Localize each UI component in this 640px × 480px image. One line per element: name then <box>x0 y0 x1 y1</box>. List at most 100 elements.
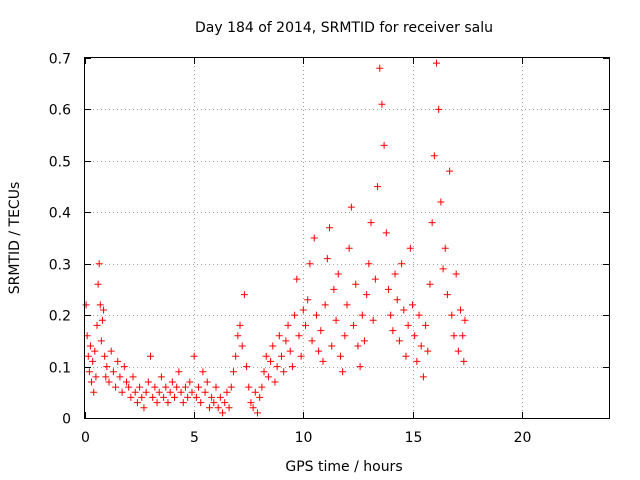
data-point <box>286 347 294 355</box>
chart-title: Day 184 of 2014, SRMTID for receiver sal… <box>195 20 493 36</box>
data-point <box>330 285 338 293</box>
data-point <box>460 357 468 365</box>
data-point <box>288 363 296 371</box>
data-point <box>273 363 281 371</box>
data-point <box>112 383 120 391</box>
data-point <box>179 399 187 407</box>
data-point <box>360 337 368 345</box>
data-point <box>192 393 200 401</box>
data-point <box>227 383 235 391</box>
data-point <box>101 352 109 360</box>
data-point <box>350 321 358 329</box>
data-point <box>97 337 105 345</box>
data-point <box>225 404 233 412</box>
data-point <box>245 383 253 391</box>
data-point <box>323 255 331 263</box>
data-point <box>149 393 157 401</box>
data-point <box>177 388 185 396</box>
data-point <box>452 270 460 278</box>
data-point <box>249 404 257 412</box>
data-point <box>260 368 268 376</box>
data-point <box>103 363 111 371</box>
data-point <box>82 301 90 309</box>
data-point <box>435 105 443 113</box>
data-point <box>186 378 194 386</box>
data-point <box>433 59 441 67</box>
data-point <box>155 388 163 396</box>
y-tick-label: 0.5 <box>49 155 71 171</box>
data-point <box>144 378 152 386</box>
data-point <box>291 311 299 319</box>
data-point <box>264 373 272 381</box>
data-point <box>457 306 465 314</box>
data-point <box>173 383 181 391</box>
data-point <box>443 291 451 299</box>
data-point <box>109 368 117 376</box>
data-point <box>210 399 218 407</box>
data-point <box>136 383 144 391</box>
data-point <box>93 321 101 329</box>
y-axis-label: SRMTID / TECUs <box>7 182 23 295</box>
data-point <box>168 378 176 386</box>
data-point <box>181 383 189 391</box>
data-point <box>441 244 449 252</box>
data-point <box>118 388 126 396</box>
data-point <box>411 332 419 340</box>
data-point <box>271 378 279 386</box>
data-point <box>157 373 165 381</box>
data-point <box>262 352 270 360</box>
data-point <box>258 383 266 391</box>
data-point <box>208 393 216 401</box>
data-point <box>382 229 390 237</box>
data-point <box>343 301 351 309</box>
data-point <box>221 399 229 407</box>
data-point <box>398 260 406 268</box>
data-point <box>160 393 168 401</box>
y-tick-label: 0.6 <box>49 103 71 119</box>
grid-lines <box>85 58 609 418</box>
data-point <box>315 347 323 355</box>
data-point <box>166 388 174 396</box>
data-point <box>454 347 462 355</box>
data-point <box>85 368 93 376</box>
data-point <box>328 342 336 350</box>
data-point <box>201 388 209 396</box>
data-point <box>461 316 469 324</box>
data-point <box>376 64 384 72</box>
data-points <box>82 59 469 417</box>
data-point <box>306 260 314 268</box>
data-point <box>212 383 220 391</box>
y-tick-label: 0.3 <box>49 258 71 274</box>
data-point <box>374 183 382 191</box>
data-point <box>345 244 353 252</box>
data-point <box>321 301 329 309</box>
data-point <box>354 342 362 350</box>
data-point <box>426 280 434 288</box>
data-point <box>302 321 310 329</box>
data-point <box>393 296 401 304</box>
data-point <box>439 265 447 273</box>
data-point <box>387 311 395 319</box>
data-point <box>96 301 104 309</box>
data-point <box>188 388 196 396</box>
data-point <box>334 270 342 278</box>
data-point <box>232 352 240 360</box>
data-point <box>450 332 458 340</box>
x-tick-label: 15 <box>405 430 423 446</box>
data-point <box>122 378 130 386</box>
data-point <box>312 311 320 319</box>
data-point <box>319 357 327 365</box>
data-point <box>358 311 366 319</box>
data-point <box>129 373 137 381</box>
data-point <box>297 352 305 360</box>
data-point <box>417 342 425 350</box>
data-point <box>448 311 456 319</box>
data-point <box>339 368 347 376</box>
data-point <box>131 388 139 396</box>
data-point <box>256 393 264 401</box>
data-point <box>175 368 183 376</box>
data-point <box>304 296 312 304</box>
data-point <box>89 357 97 365</box>
y-tick-label: 0 <box>62 412 71 428</box>
data-point <box>422 321 430 329</box>
